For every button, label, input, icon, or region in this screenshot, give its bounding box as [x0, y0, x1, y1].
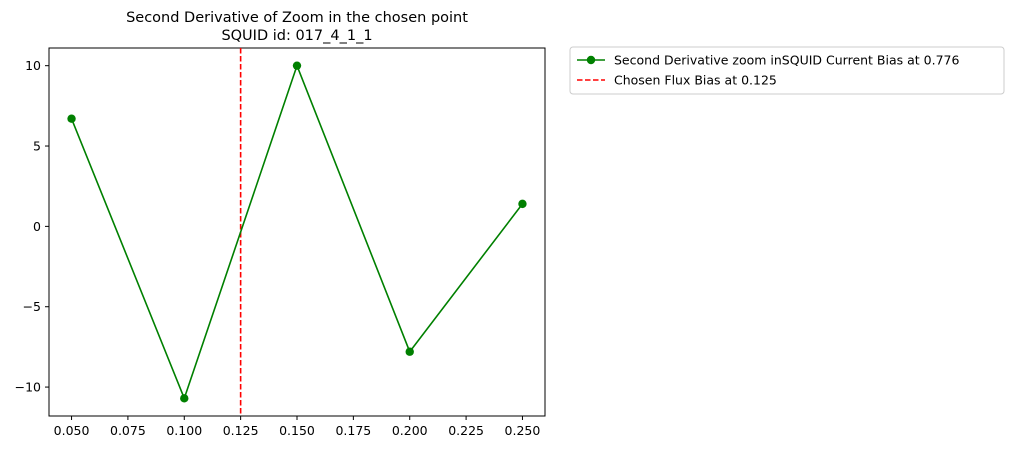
y-tick-label: −5	[23, 299, 41, 314]
y-axis: 10 5 0 −5 −10	[15, 58, 49, 395]
data-point	[67, 114, 76, 123]
x-tick-label: 0.250	[505, 423, 541, 438]
data-point	[292, 61, 302, 70]
chart-title: Second Derivative of Zoom in the chosen …	[126, 10, 468, 26]
x-tick-label: 0.175	[335, 423, 371, 438]
plot-frame	[48, 47, 546, 417]
legend-series-label: Second Derivative zoom inSQUID Current B…	[614, 53, 959, 68]
legend-box	[569, 46, 1005, 95]
series-line	[70, 63, 524, 401]
chart-subtitle: SQUID id: 017_4_1_1	[221, 28, 372, 44]
y-tick-label: −10	[15, 380, 41, 395]
data-point	[405, 347, 414, 356]
x-tick-label: 0.125	[223, 423, 259, 438]
data-point	[518, 199, 527, 209]
x-tick-label: 0.200	[392, 423, 428, 438]
x-tick-label: 0.050	[54, 423, 90, 438]
data-series	[67, 61, 527, 403]
x-tick-label: 0.100	[166, 423, 202, 438]
x-tick-label: 0.225	[448, 423, 484, 438]
x-tick-label: 0.150	[279, 423, 315, 438]
x-tick-label: 0.075	[110, 423, 146, 438]
legend-vline-label: Chosen Flux Bias at 0.125	[614, 73, 777, 88]
y-tick-label: 5	[33, 139, 41, 154]
data-point	[180, 394, 189, 403]
legend-series-marker	[586, 55, 596, 65]
legend[interactable]: Second Derivative zoom inSQUID Current B…	[569, 46, 1005, 95]
y-tick-label: 0	[33, 219, 41, 234]
x-axis: 0.050 0.075 0.100 0.125 0.150 0.175 0.200 0.225…	[54, 416, 541, 438]
plot-area: 0.050 0.075 0.100 0.125 0.150 0.175 0.200 0.225…	[15, 47, 546, 438]
y-tick-label: 10	[25, 58, 41, 73]
